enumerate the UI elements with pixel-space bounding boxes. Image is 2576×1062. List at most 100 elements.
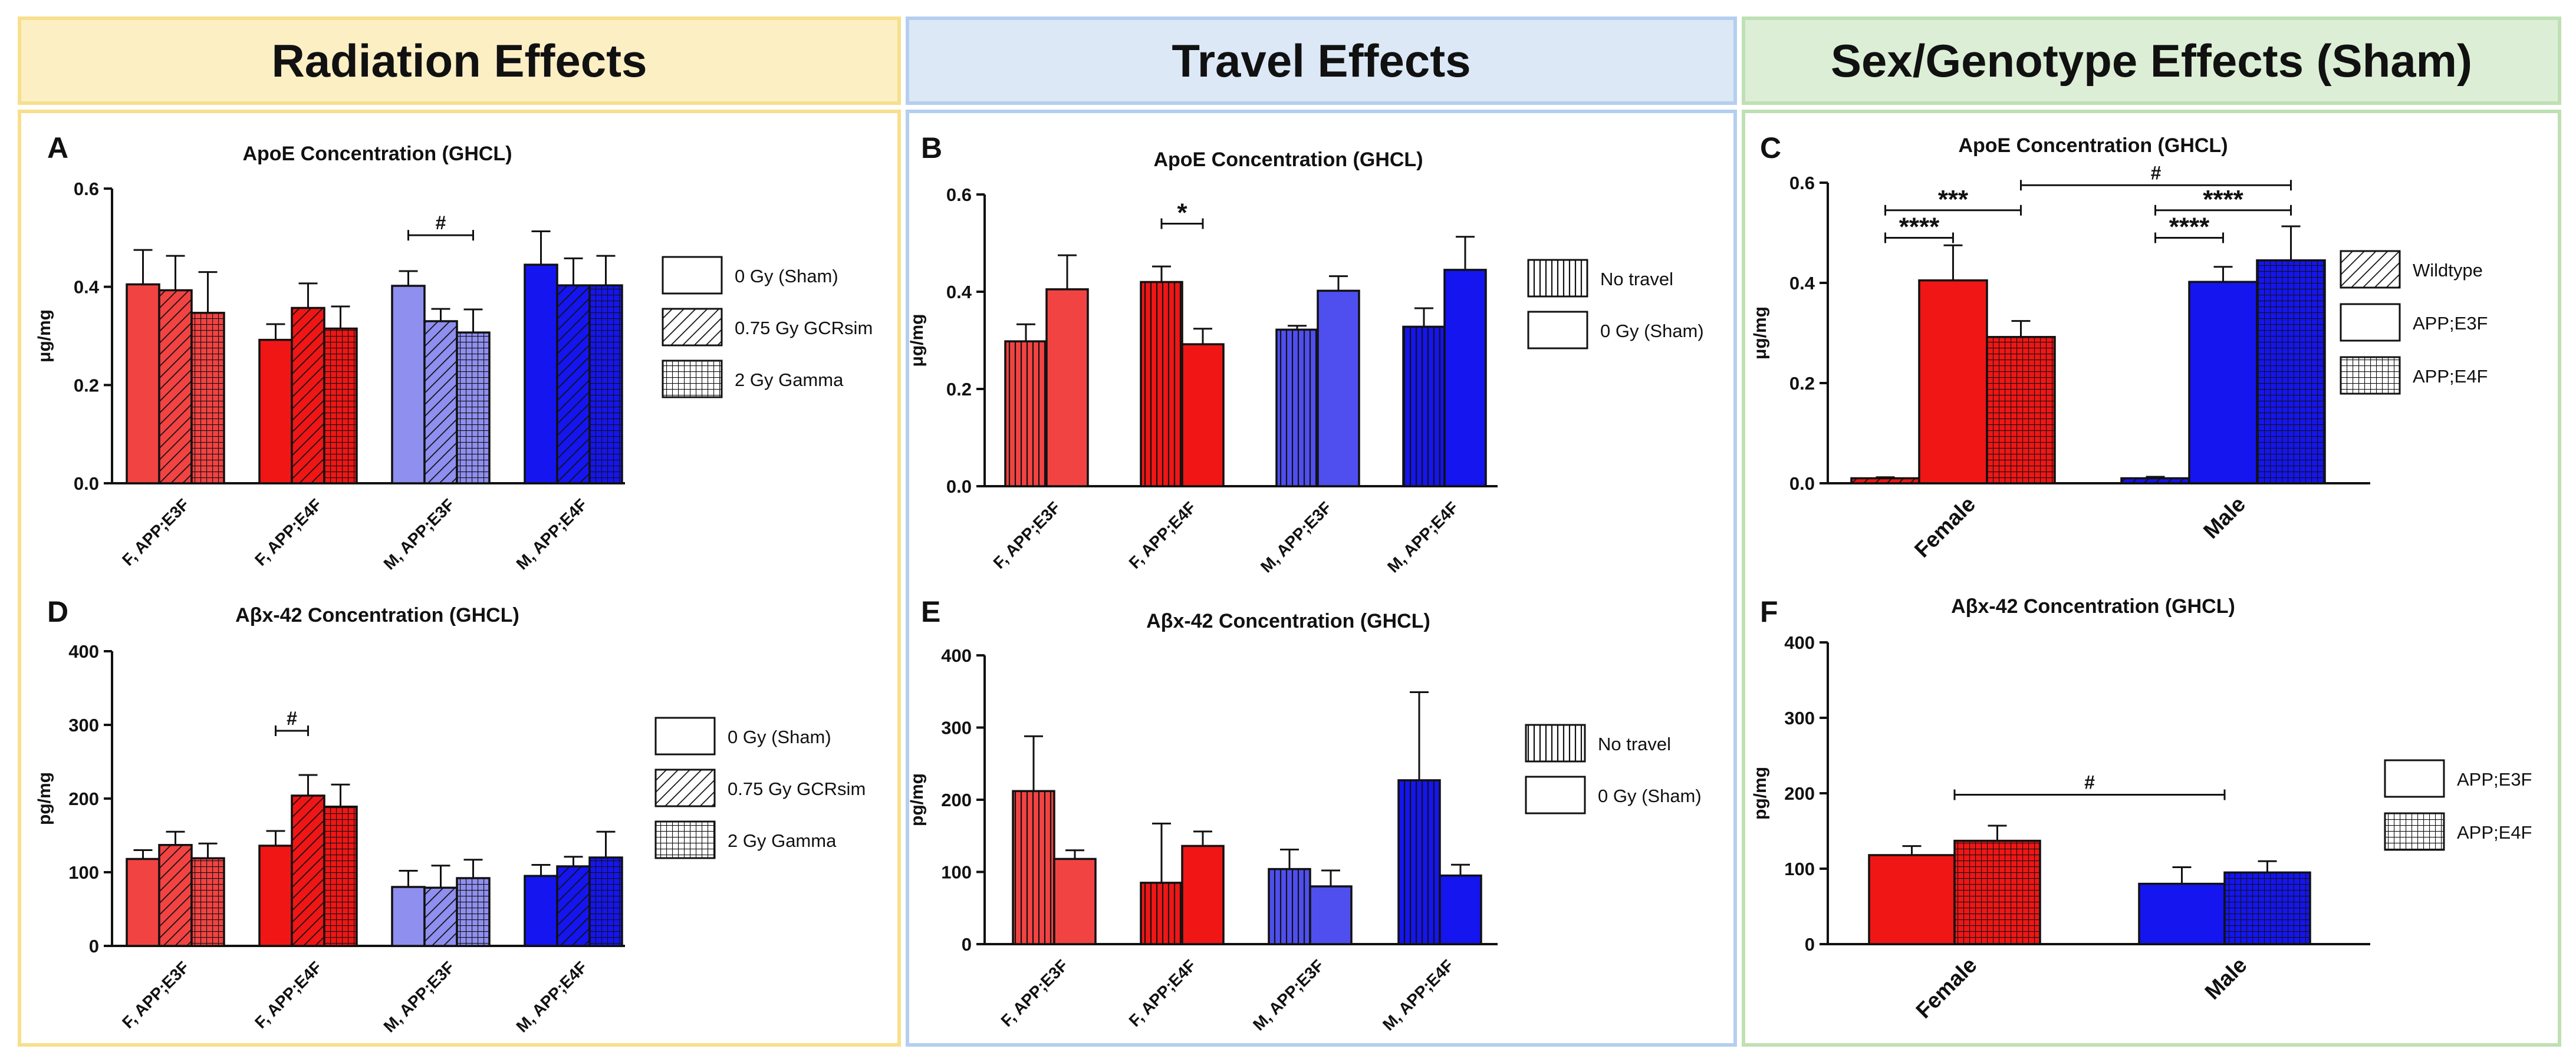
legend-label: 2 Gy Gamma	[735, 370, 844, 390]
x-tick-label: F, APP;E4F	[251, 958, 325, 1032]
legend-label: 2 Gy Gamma	[728, 830, 837, 851]
bar-c-0-2	[1986, 336, 2056, 484]
bar-d-2-2	[456, 877, 491, 947]
y-axis-label: pg/mg	[907, 773, 927, 826]
x-tick-label: F, APP;E4F	[1126, 956, 1200, 1030]
panel-label: D	[47, 595, 68, 628]
column-header-radiation: Radiation Effects	[18, 17, 901, 105]
bar-b-1-0	[1140, 281, 1183, 487]
bar-e-3-1	[1439, 874, 1482, 945]
bar-a-2-0	[391, 285, 426, 484]
panel-label: B	[921, 131, 942, 164]
y-tick-label: 0.2	[946, 379, 972, 400]
y-tick-label: 0.4	[946, 282, 972, 302]
x-tick-label: M, APP;E3F	[1257, 498, 1335, 576]
bar-f-1-0	[2138, 882, 2226, 945]
y-tick-label: 0.4	[74, 277, 100, 298]
bar-f-0-0	[1868, 854, 1956, 945]
legend-label: 0.75 Gy GCRsim	[735, 318, 873, 338]
bar-c-0-0	[1850, 477, 1920, 484]
bar-b-2-1	[1317, 289, 1360, 487]
bar-a-3-0	[524, 263, 558, 484]
column-header-sex-genotype: Sex/Genotype Effects (Sham)	[1742, 17, 2561, 105]
bar-a-3-1	[556, 284, 591, 484]
column-header-travel: Travel Effects	[906, 17, 1737, 105]
y-tick-label: 0.0	[74, 473, 99, 494]
bar-e-3-0	[1397, 779, 1441, 945]
x-tick-label: M, APP;E4F	[1384, 498, 1462, 576]
x-tick-label: Male	[2199, 492, 2250, 543]
x-tick-label: M, APP;E3F	[1249, 956, 1327, 1034]
bar-a-2-1	[423, 320, 458, 484]
bar-a-1-0	[258, 338, 293, 484]
legend-swatch	[662, 256, 723, 295]
bar-d-3-2	[588, 856, 623, 947]
legend-swatch	[2340, 303, 2401, 342]
legend-swatch	[2340, 250, 2401, 289]
bar-c-1-0	[2120, 477, 2190, 484]
legend-label: 0 Gy (Sham)	[1600, 321, 1704, 341]
legend-swatch	[1525, 724, 1586, 763]
significance-marker: ***	[1938, 185, 1969, 214]
bar-c-1-1	[2188, 281, 2258, 484]
chart-title: Aβx-42 Concentration (GHCL)	[1146, 610, 1430, 632]
y-tick-label: 300	[941, 718, 972, 738]
significance-marker: ****	[1899, 213, 1940, 242]
legend-swatch	[662, 308, 723, 347]
chart-title: ApoE Concentration (GHCL)	[1153, 149, 1423, 171]
legend-label: 0 Gy (Sham)	[735, 266, 838, 286]
significance-marker: #	[287, 708, 297, 729]
y-tick-label: 0.2	[74, 375, 99, 395]
bar-e-0-0	[1012, 790, 1055, 945]
panel-label: C	[1760, 131, 1781, 164]
significance-marker: #	[436, 212, 446, 233]
bar-b-1-1	[1181, 343, 1225, 487]
y-tick-label: 0.4	[1789, 273, 1815, 293]
legend-label: No travel	[1600, 269, 1673, 289]
x-tick-label: M, APP;E4F	[512, 495, 590, 573]
chart-title: ApoE Concentration (GHCL)	[242, 143, 512, 165]
y-tick-label: 200	[941, 790, 972, 810]
y-tick-label: 400	[1784, 632, 1815, 653]
y-axis-label: μg/mg	[1751, 306, 1770, 360]
y-tick-label: 300	[68, 715, 99, 736]
y-tick-label: 200	[1784, 783, 1815, 804]
bar-c-0-1	[1918, 279, 1988, 484]
y-tick-label: 0.0	[946, 476, 972, 497]
bar-b-3-1	[1443, 269, 1487, 487]
bar-d-3-1	[556, 865, 591, 947]
bar-d-0-2	[190, 857, 225, 947]
bar-e-2-0	[1268, 868, 1311, 945]
legend-label: 0 Gy (Sham)	[1598, 786, 1702, 806]
bar-a-1-1	[291, 306, 325, 484]
x-tick-label: M, APP;E3F	[380, 958, 458, 1035]
y-tick-label: 0.6	[1789, 173, 1815, 193]
legend-swatch	[662, 360, 723, 398]
panel-e: E Aβx-42 Concentration (GHCL) pg/mg 0 100 200…	[907, 595, 1702, 1034]
significance-marker: *	[1177, 199, 1187, 227]
x-tick-label: M, APP;E4F	[512, 958, 590, 1035]
y-tick-label: 200	[68, 789, 99, 809]
bar-b-3-0	[1402, 325, 1446, 487]
y-tick-label: 0.6	[74, 179, 99, 199]
bar-b-0-0	[1004, 340, 1048, 487]
bar-d-2-0	[391, 886, 426, 947]
legend-swatch	[1525, 776, 1586, 814]
legend-swatch	[654, 769, 716, 807]
legend-label: APP;E4F	[2457, 822, 2532, 843]
y-tick-label: 300	[1784, 708, 1815, 728]
bar-a-0-1	[158, 289, 193, 484]
bar-a-0-2	[190, 312, 225, 484]
bar-f-1-1	[2223, 871, 2311, 945]
chart-title: Aβx-42 Concentration (GHCL)	[1951, 595, 2235, 618]
x-tick-label: F, APP;E3F	[119, 495, 193, 569]
panel-a: A ApoE Concentration (GHCL) μg/mg 0.0 0.2 0.4…	[35, 131, 873, 573]
bar-a-2-2	[456, 331, 491, 484]
legend-swatch	[1527, 259, 1588, 298]
bar-d-0-0	[126, 857, 160, 947]
significance-marker: ****	[2203, 185, 2243, 214]
y-tick-label: 400	[68, 641, 99, 662]
x-tick-label: Male	[2200, 953, 2251, 1004]
legend-label: 0.75 Gy GCRsim	[728, 779, 866, 799]
